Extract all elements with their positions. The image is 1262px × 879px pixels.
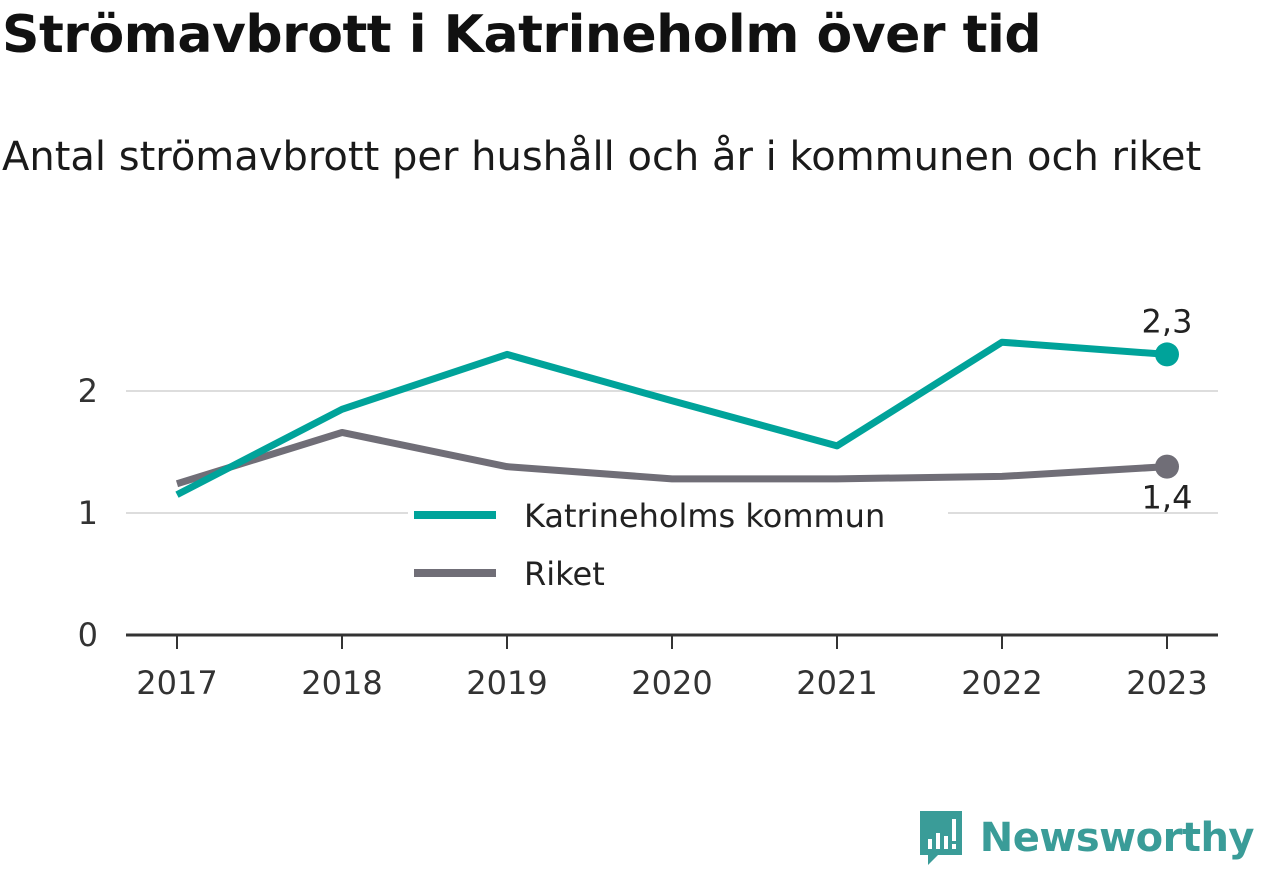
y-tick-label: 0 (78, 616, 98, 654)
x-tick-label: 2022 (961, 664, 1042, 702)
x-tick-label: 2018 (301, 664, 382, 702)
series-line-katrineholms-kommun (175, 338, 1168, 498)
chart-title: Strömavbrott i Katrineholm över tid (2, 5, 1042, 65)
legend-label: Katrineholms kommun (524, 497, 885, 535)
chart-subtitle: Antal strömavbrott per hushåll och år i … (2, 134, 1202, 180)
data-label-end-katrineholm: 2,3 (1142, 302, 1193, 340)
x-tick-label: 2017 (136, 664, 217, 702)
legend-bg (408, 549, 948, 595)
series-line-riket (175, 428, 1168, 488)
x-tick-label: 2021 (796, 664, 877, 702)
y-tick-label: 1 (78, 494, 98, 532)
x-tick-label: 2019 (466, 664, 547, 702)
legend-label: Riket (524, 555, 605, 593)
y-tick-label: 2 (78, 372, 98, 410)
x-tick-label: 2023 (1126, 664, 1207, 702)
series-end-point-katrineholms-kommun (1155, 342, 1179, 367)
legend-bg (408, 491, 948, 537)
newsworthy-logo-icon (919, 811, 962, 865)
data-label-end-riket: 1,4 (1142, 479, 1193, 517)
x-tick-label: 2020 (631, 664, 712, 702)
series-end-point-riket (1155, 454, 1179, 479)
brand: Newsworthy (916, 809, 1255, 867)
brand-name: Newsworthy (979, 815, 1255, 861)
